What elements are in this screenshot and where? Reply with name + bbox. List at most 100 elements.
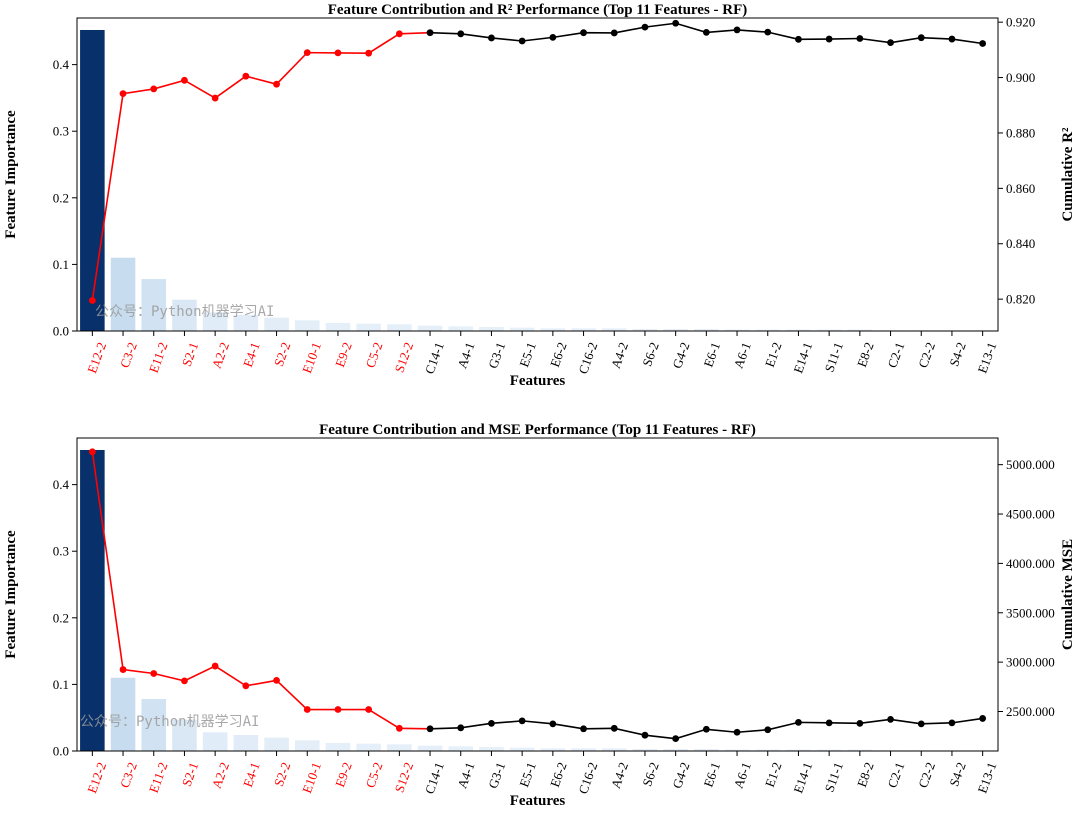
chart-panel-2: 0.0 0.1 0.2 0.3 0.4 2500.000 3000.000 3500.000 4… — [3, 422, 1076, 809]
cumulative-point — [88, 297, 96, 304]
x-tick-label: G3-1 — [485, 340, 508, 370]
bar — [509, 327, 535, 331]
x-tick-label: S4-2 — [946, 760, 968, 788]
x-tick-label: G4-2 — [669, 760, 692, 790]
x-tick-label: E12-2 — [84, 340, 109, 375]
cumulative-point — [948, 35, 956, 43]
y2-tick-label: 0.840 — [1006, 236, 1035, 251]
cumulative-point — [150, 670, 158, 677]
x-tick-label: E12-2 — [84, 760, 109, 795]
x-tick-label: E13-1 — [975, 340, 1000, 375]
x-tick-label: E5-1 — [516, 340, 539, 369]
bar — [663, 749, 688, 751]
cumulative-point — [119, 90, 127, 98]
cumulative-point — [795, 718, 802, 726]
bar — [816, 749, 842, 751]
x-tick-label: E1-2 — [762, 760, 785, 789]
chart-title: Feature Contribution and R² Performance … — [328, 2, 748, 18]
x-tick-label: A6-1 — [731, 340, 754, 370]
cumulative-point — [334, 49, 342, 57]
bar — [264, 737, 289, 751]
cumulative-point — [365, 706, 373, 713]
x-tick-label: S6-2 — [639, 340, 661, 368]
bar — [356, 743, 381, 751]
bar — [387, 744, 412, 751]
plot-frame — [76, 437, 999, 752]
y-tick-label: 0.3 — [53, 124, 69, 139]
x-tick-label: E9-2 — [332, 760, 355, 789]
cumulative-point — [733, 728, 741, 736]
cumulative-point — [518, 37, 526, 45]
x-tick-label: E4-1 — [240, 760, 263, 789]
cumulative-point — [119, 666, 127, 673]
cumulative-point — [887, 39, 894, 47]
bar — [325, 323, 351, 331]
cumulative-point — [150, 85, 158, 93]
x-tick-label: S4-2 — [946, 340, 968, 368]
bar — [755, 749, 781, 751]
y-tick-label: 0.1 — [53, 677, 69, 692]
y2-axis-label: Cumulative MSE — [1060, 539, 1076, 650]
y-axis-label: Feature Importance — [3, 530, 19, 659]
cumulative-point — [702, 29, 710, 36]
cumulative-point — [764, 28, 772, 36]
cumulative-point — [948, 719, 956, 727]
x-tick-label: E10-1 — [299, 340, 324, 375]
x-tick-label: E6-1 — [700, 340, 723, 369]
x-tick-label: E13-1 — [975, 760, 1000, 795]
x-tick-label: E10-1 — [299, 760, 324, 795]
cumulative-point — [181, 76, 188, 84]
y-tick-label: 0.2 — [53, 610, 69, 625]
x-tick-label: S2-1 — [179, 760, 201, 788]
bar — [264, 317, 289, 331]
y-tick-label: 0.2 — [53, 190, 69, 205]
bar — [724, 749, 750, 751]
x-tick-label: S11-1 — [821, 340, 846, 374]
cumulative-point — [303, 706, 311, 713]
cumulative-point — [242, 72, 250, 80]
x-axis-label: Features — [510, 373, 566, 389]
y2-axis-label: Cumulative R² — [1060, 127, 1076, 222]
bar — [80, 449, 105, 751]
x-tick-label: E6-2 — [547, 760, 570, 789]
x-tick-label: S6-2 — [639, 760, 661, 788]
bar — [540, 748, 566, 751]
x-tick-label: C14-1 — [422, 340, 447, 376]
cumulative-point — [610, 29, 618, 37]
chart-title: Feature Contribution and MSE Performance… — [319, 422, 756, 438]
bar — [786, 749, 811, 751]
x-axis-label: Features — [510, 793, 566, 809]
x-tick-label: E11-2 — [146, 340, 171, 375]
y2-tick-label: 4500.000 — [1006, 507, 1055, 522]
chart-panel-1: 0.0 0.1 0.2 0.3 0.4 0.820 0.840 0.860 0.880 0.900… — [3, 2, 1076, 389]
bar — [233, 735, 259, 751]
bar — [479, 747, 504, 751]
bar — [141, 279, 167, 331]
cumulative-point — [887, 716, 894, 723]
cumulative-point — [365, 49, 373, 57]
bar — [571, 328, 596, 331]
x-tick-label: A6-1 — [731, 760, 754, 790]
cumulative-point — [395, 724, 403, 732]
y-tick-label: 0.0 — [53, 324, 69, 339]
y2-tick-label: 3000.000 — [1006, 655, 1055, 670]
x-tick-label: C3-2 — [117, 760, 140, 790]
y-tick-label: 0.0 — [53, 744, 69, 759]
cumulative-point — [518, 717, 526, 725]
y-tick-label: 0.4 — [53, 477, 70, 492]
bar — [356, 323, 381, 331]
x-tick-label: E6-1 — [700, 760, 723, 789]
x-tick-label: E5-1 — [516, 760, 539, 789]
cumulative-point — [610, 724, 618, 732]
bar — [202, 312, 228, 331]
y2-tick-label: 0.820 — [1006, 292, 1035, 307]
bar — [663, 329, 688, 331]
cumulative-line-top — [91, 31, 431, 301]
bar — [172, 299, 197, 331]
cumulative-point — [457, 724, 465, 732]
x-tick-label: C3-2 — [117, 340, 140, 370]
x-tick-label: S11-1 — [821, 760, 846, 794]
cumulative-point — [733, 26, 741, 34]
